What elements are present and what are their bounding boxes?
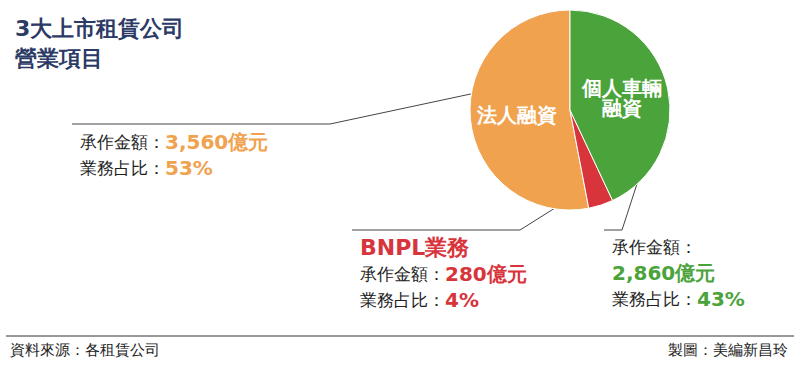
svg-text:融資: 融資 bbox=[602, 96, 642, 120]
svg-text:43%: 43% bbox=[697, 287, 745, 311]
svg-text:製圖：美編新昌玲: 製圖：美編新昌玲 bbox=[668, 341, 788, 359]
svg-text:業務占比：: 業務占比： bbox=[80, 158, 165, 178]
svg-text:53%: 53% bbox=[165, 156, 213, 180]
svg-text:3,560億元: 3,560億元 bbox=[165, 130, 268, 154]
svg-text:承作金額：: 承作金額： bbox=[360, 264, 445, 284]
svg-text:營業項目: 營業項目 bbox=[15, 46, 103, 71]
svg-text:個人車輛: 個人車輛 bbox=[581, 76, 662, 101]
svg-text:3大上市租賃公司: 3大上市租賃公司 bbox=[15, 16, 184, 41]
svg-text:業務占比：: 業務占比： bbox=[360, 290, 445, 310]
svg-text:2,860億元: 2,860億元 bbox=[612, 261, 715, 285]
svg-text:業務占比：: 業務占比： bbox=[612, 289, 697, 309]
svg-text:資料來源：各租賃公司: 資料來源：各租賃公司 bbox=[10, 341, 160, 359]
svg-text:BNPL業務: BNPL業務 bbox=[360, 235, 469, 260]
svg-text:承作金額：: 承作金額： bbox=[80, 132, 165, 152]
svg-text:法人融資: 法人融資 bbox=[476, 103, 557, 127]
svg-text:280億元: 280億元 bbox=[445, 262, 527, 286]
svg-text:4%: 4% bbox=[445, 288, 479, 312]
svg-text:承作金額：: 承作金額： bbox=[612, 237, 697, 257]
